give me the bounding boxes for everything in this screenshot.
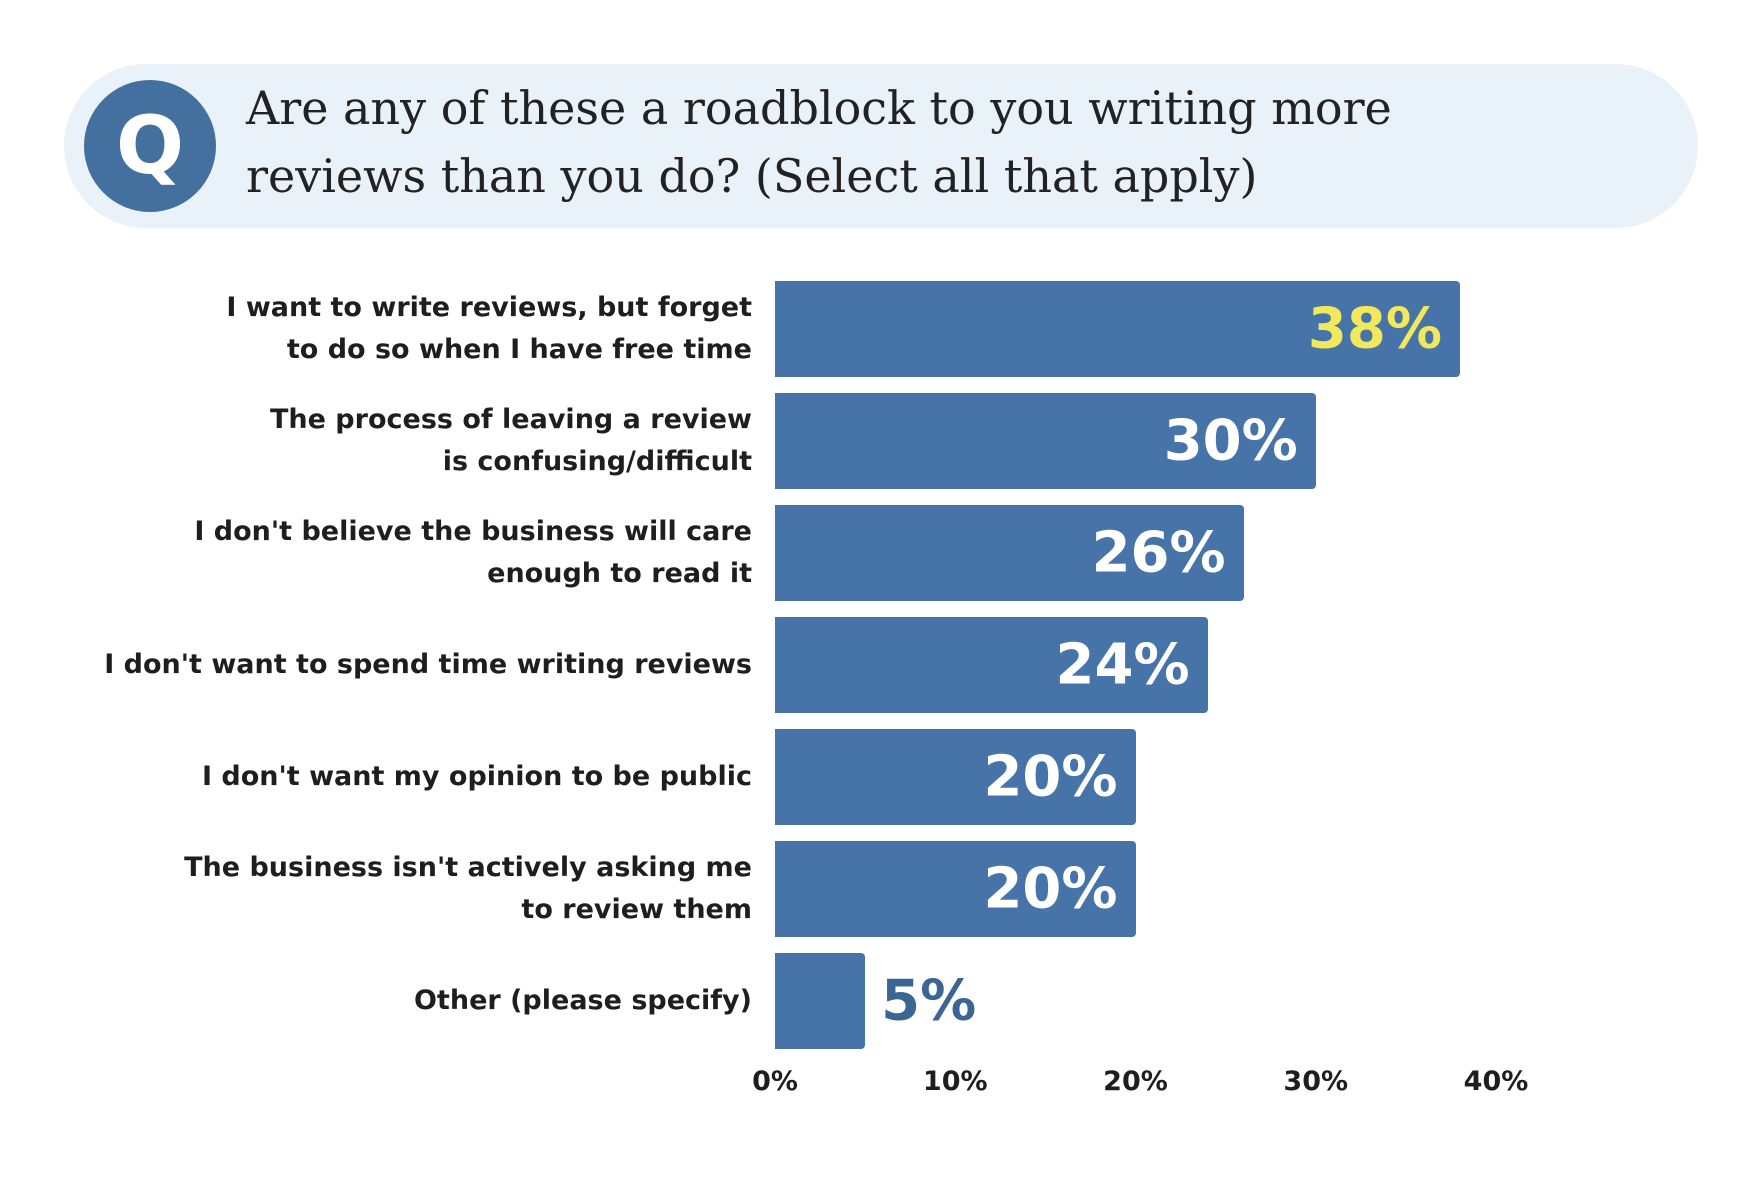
bar xyxy=(775,281,1460,377)
value-label: 38% xyxy=(1307,296,1442,362)
bar xyxy=(775,617,1208,713)
value-label: 30% xyxy=(1163,408,1298,474)
category-label: I don't believe the business will care e… xyxy=(194,516,752,589)
x-tick-label: 20% xyxy=(1103,1066,1168,1097)
value-label: 26% xyxy=(1091,520,1226,586)
bar xyxy=(775,841,1136,937)
category-label: I want to write reviews, but forget to d… xyxy=(226,292,752,365)
bar xyxy=(775,953,866,1049)
value-label: 24% xyxy=(1055,632,1190,698)
x-tick-label: 0% xyxy=(752,1066,798,1097)
category-label: Other (please specify) xyxy=(413,985,752,1016)
title-banner xyxy=(64,64,1698,228)
value-label: 5% xyxy=(881,968,977,1034)
value-label: 20% xyxy=(983,856,1118,922)
category-label: I don't want my opinion to be public xyxy=(201,761,752,792)
chart-title: Are any of these a roadblock to you writ… xyxy=(246,81,1392,203)
category-label: The process of leaving a review is confu… xyxy=(269,404,752,477)
x-tick-label: 10% xyxy=(922,1066,988,1097)
bar xyxy=(775,729,1136,825)
x-tick-label: 40% xyxy=(1463,1066,1529,1097)
category-label: The business isn't actively asking me to… xyxy=(184,852,752,925)
q-badge: Q xyxy=(84,80,216,212)
x-tick-label: 30% xyxy=(1283,1066,1349,1097)
value-label: 20% xyxy=(983,744,1118,810)
bar xyxy=(775,505,1244,601)
category-label: I don't want to spend time writing revie… xyxy=(104,649,752,680)
bar xyxy=(775,393,1316,489)
